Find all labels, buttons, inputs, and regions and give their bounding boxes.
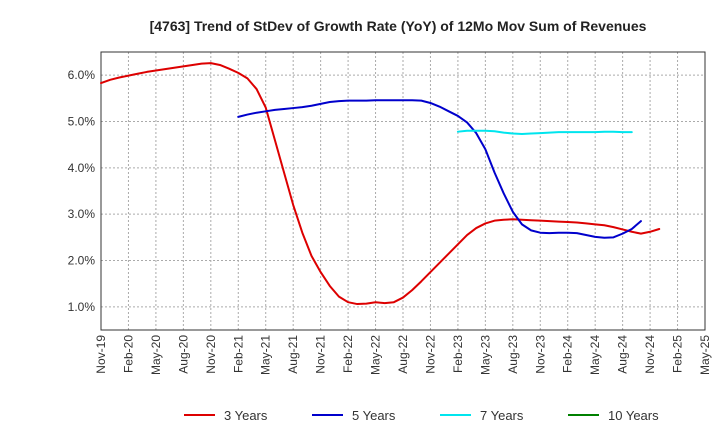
x-tick-label: Aug-21 (286, 335, 300, 374)
x-tick-label: Feb-22 (341, 335, 355, 373)
legend-label-7-years: 7 Years (480, 408, 524, 423)
x-tick-label: Aug-22 (396, 335, 410, 374)
x-tick-label: May-22 (369, 335, 383, 375)
x-tick-label: Nov-23 (533, 335, 547, 374)
x-tick-label: May-21 (259, 335, 273, 375)
x-tick-label: Nov-21 (314, 335, 328, 374)
x-tick-label: Feb-24 (561, 335, 575, 373)
x-tick-label: Aug-24 (616, 335, 630, 374)
x-tick-label: May-24 (588, 335, 602, 375)
x-tick-label: Aug-20 (176, 335, 190, 374)
legend: 3 Years 5 Years 7 Years 10 Years (184, 408, 659, 423)
x-tick-label: May-20 (149, 335, 163, 375)
plot-area: 1.0% 2.0% 3.0% 4.0% 5.0% 6.0% Nov-19 Feb-20 May-… (68, 51, 712, 375)
y-tick-label: 1.0% (68, 300, 96, 314)
y-tick-label: 2.0% (68, 254, 96, 268)
x-tick-label: Feb-23 (451, 335, 465, 373)
legend-label-10-years: 10 Years (608, 408, 659, 423)
legend-label-3-years: 3 Years (224, 408, 268, 423)
x-tick-label: Aug-23 (506, 335, 520, 374)
y-tick-label: 5.0% (68, 115, 96, 129)
x-tick-label: May-25 (698, 335, 712, 375)
y-tick-label: 3.0% (68, 207, 96, 221)
plot-frame (100, 51, 706, 331)
x-tick-label: May-23 (478, 335, 492, 375)
x-tick-label: Feb-25 (671, 335, 685, 373)
y-tick-label: 6.0% (68, 68, 96, 82)
series-line-3-years (100, 62, 661, 306)
y-tick-label: 4.0% (68, 161, 96, 175)
x-tick-label: Feb-20 (121, 335, 135, 373)
x-tick-label: Nov-22 (423, 335, 437, 374)
chart-title: [4763] Trend of StDev of Growth Rate (Yo… (150, 18, 647, 34)
x-tick-label: Nov-24 (643, 335, 657, 374)
series-line-5-years (237, 99, 642, 239)
legend-label-5-years: 5 Years (352, 408, 396, 423)
x-tick-label: Nov-20 (204, 335, 218, 374)
x-tick-label: Feb-21 (231, 335, 245, 373)
x-tick-label: Nov-19 (94, 335, 108, 374)
series-line-7-years (456, 129, 633, 136)
